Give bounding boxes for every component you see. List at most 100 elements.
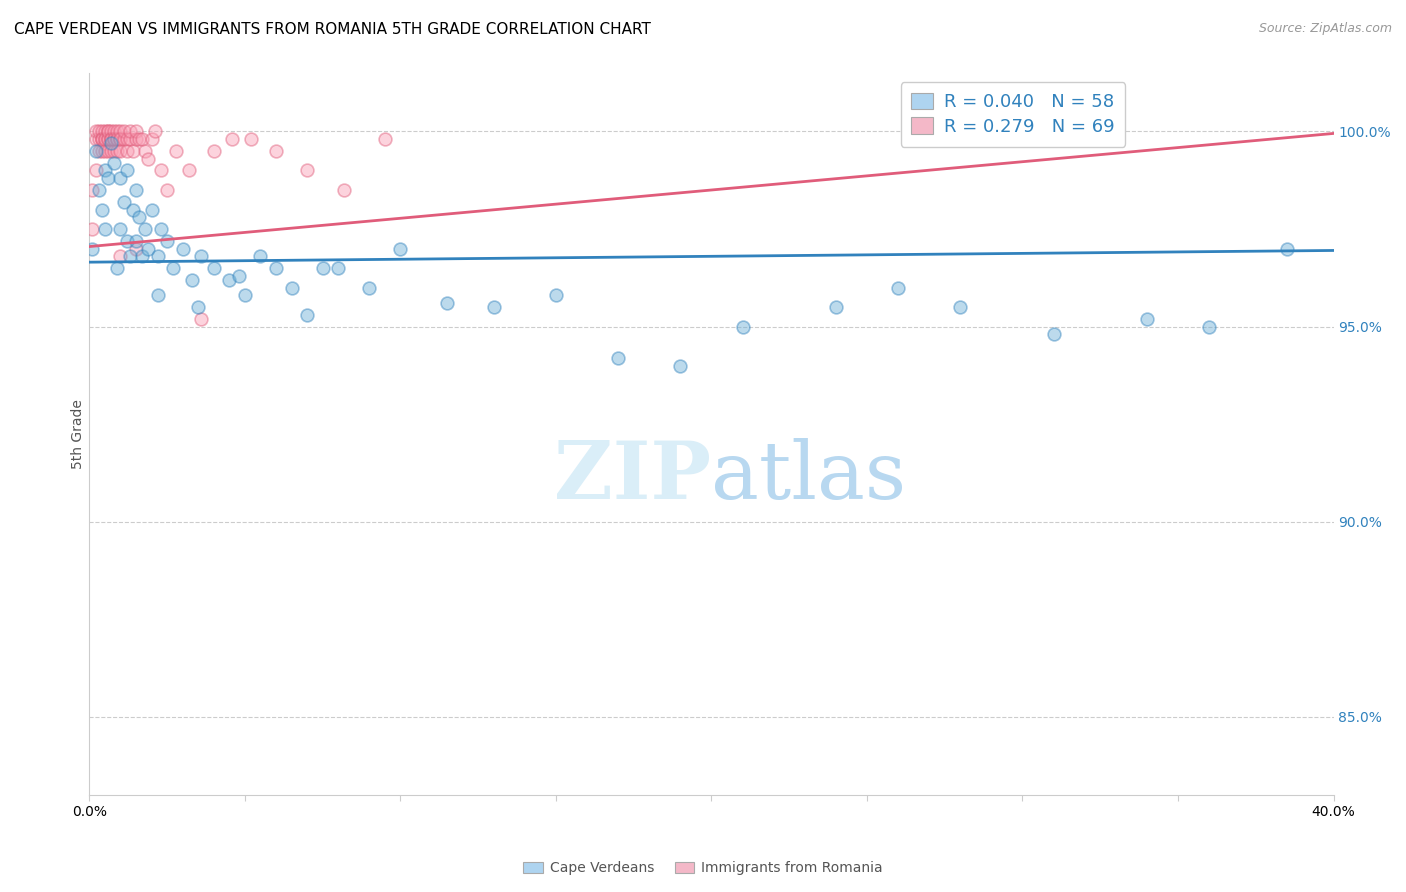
- Point: [359, 280, 381, 294]
- Point: [90, 144, 112, 158]
- Point: [100, 132, 122, 146]
- Point: [156, 234, 179, 248]
- Point: [110, 124, 132, 138]
- Point: [105, 260, 128, 275]
- Point: [731, 319, 754, 334]
- Point: [134, 222, 156, 236]
- Point: [110, 222, 132, 236]
- Point: [824, 300, 846, 314]
- Point: [1198, 319, 1220, 334]
- Point: [112, 124, 135, 138]
- Point: [90, 132, 112, 146]
- Point: [94, 132, 117, 146]
- Y-axis label: 5th Grade: 5th Grade: [72, 399, 86, 468]
- Point: [177, 163, 200, 178]
- Point: [103, 132, 125, 146]
- Point: [94, 144, 117, 158]
- Point: [84, 144, 107, 158]
- Point: [110, 132, 132, 146]
- Text: CAPE VERDEAN VS IMMIGRANTS FROM ROMANIA 5TH GRADE CORRELATION CHART: CAPE VERDEAN VS IMMIGRANTS FROM ROMANIA …: [14, 22, 651, 37]
- Point: [115, 144, 138, 158]
- Text: Source: ZipAtlas.com: Source: ZipAtlas.com: [1258, 22, 1392, 36]
- Point: [134, 144, 156, 158]
- Point: [115, 234, 138, 248]
- Point: [264, 260, 287, 275]
- Point: [110, 249, 132, 263]
- Point: [82, 183, 104, 197]
- Point: [105, 124, 128, 138]
- Point: [103, 132, 125, 146]
- Point: [112, 132, 135, 146]
- Point: [1042, 327, 1064, 342]
- Point: [202, 144, 225, 158]
- Point: [82, 222, 104, 236]
- Point: [87, 132, 110, 146]
- Point: [138, 152, 160, 166]
- Point: [240, 132, 263, 146]
- Point: [94, 132, 117, 146]
- Point: [115, 163, 138, 178]
- Point: [94, 124, 117, 138]
- Point: [110, 171, 132, 186]
- Point: [84, 132, 107, 146]
- Point: [482, 300, 505, 314]
- Point: [887, 280, 910, 294]
- Point: [156, 183, 179, 197]
- Point: [131, 132, 153, 146]
- Point: [311, 260, 333, 275]
- Point: [90, 132, 112, 146]
- Point: [328, 260, 350, 275]
- Point: [87, 144, 110, 158]
- Legend: Cape Verdeans, Immigrants from Romania: Cape Verdeans, Immigrants from Romania: [517, 855, 889, 880]
- Point: [221, 132, 243, 146]
- Point: [90, 132, 112, 146]
- Point: [100, 144, 122, 158]
- Point: [103, 155, 125, 169]
- Point: [100, 132, 122, 146]
- Point: [949, 300, 972, 314]
- Point: [187, 300, 209, 314]
- Point: [333, 183, 356, 197]
- Point: [122, 144, 145, 158]
- Point: [105, 132, 128, 146]
- Point: [162, 260, 184, 275]
- Point: [295, 163, 318, 178]
- Point: [125, 124, 148, 138]
- Point: [97, 124, 120, 138]
- Point: [249, 249, 271, 263]
- Point: [1275, 242, 1298, 256]
- Text: atlas: atlas: [711, 438, 907, 516]
- Point: [125, 242, 148, 256]
- Point: [100, 136, 122, 151]
- Point: [264, 144, 287, 158]
- Point: [202, 260, 225, 275]
- Point: [90, 202, 112, 217]
- Point: [280, 280, 302, 294]
- Point: [165, 144, 187, 158]
- Point: [100, 124, 122, 138]
- Point: [97, 132, 120, 146]
- Point: [669, 359, 692, 373]
- Point: [141, 202, 163, 217]
- Point: [94, 163, 117, 178]
- Point: [115, 132, 138, 146]
- Point: [228, 268, 250, 283]
- Point: [295, 308, 318, 322]
- Point: [100, 132, 122, 146]
- Point: [233, 288, 256, 302]
- Point: [118, 249, 141, 263]
- Point: [125, 132, 148, 146]
- Point: [97, 124, 120, 138]
- Point: [149, 163, 172, 178]
- Point: [84, 163, 107, 178]
- Point: [607, 351, 630, 365]
- Point: [138, 242, 160, 256]
- Point: [103, 144, 125, 158]
- Point: [105, 144, 128, 158]
- Point: [218, 273, 240, 287]
- Point: [190, 249, 212, 263]
- Point: [94, 136, 117, 151]
- Point: [125, 183, 148, 197]
- Point: [82, 242, 104, 256]
- Point: [374, 132, 396, 146]
